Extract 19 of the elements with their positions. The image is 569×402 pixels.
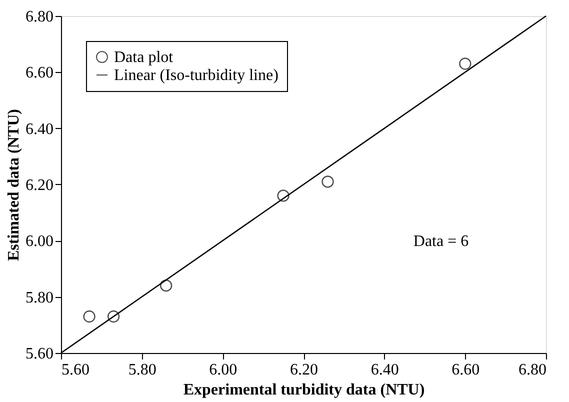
y-tick-label: 5.80 [26,289,54,306]
x-tick-label: 5.60 [62,362,90,378]
y-axis-title: Estimated data (NTU) [6,109,22,261]
y-tick-label: 6.40 [26,120,54,138]
x-tick-label: 6.00 [209,362,238,378]
x-tick-label: 6.80 [518,362,546,378]
y-tick-label: 6.80 [26,8,54,26]
legend-label: Data plot [114,49,174,66]
x-tick-label: 6.40 [370,362,399,378]
x-tick-label: 5.80 [128,362,156,378]
x-tick-label: 6.60 [452,362,480,378]
y-tick-label: 5.60 [26,346,54,362]
x-axis-title: Experimental turbidity data (NTU) [183,382,425,398]
y-tick-label: 6.00 [26,233,54,250]
y-tick-label: 6.60 [26,64,54,82]
y-tick-label: 6.20 [26,177,54,194]
legend-label: Linear (Iso-turbidity line) [114,67,278,84]
x-tick-label: 6.20 [290,362,318,378]
annotation: Data = 6 [413,233,469,250]
